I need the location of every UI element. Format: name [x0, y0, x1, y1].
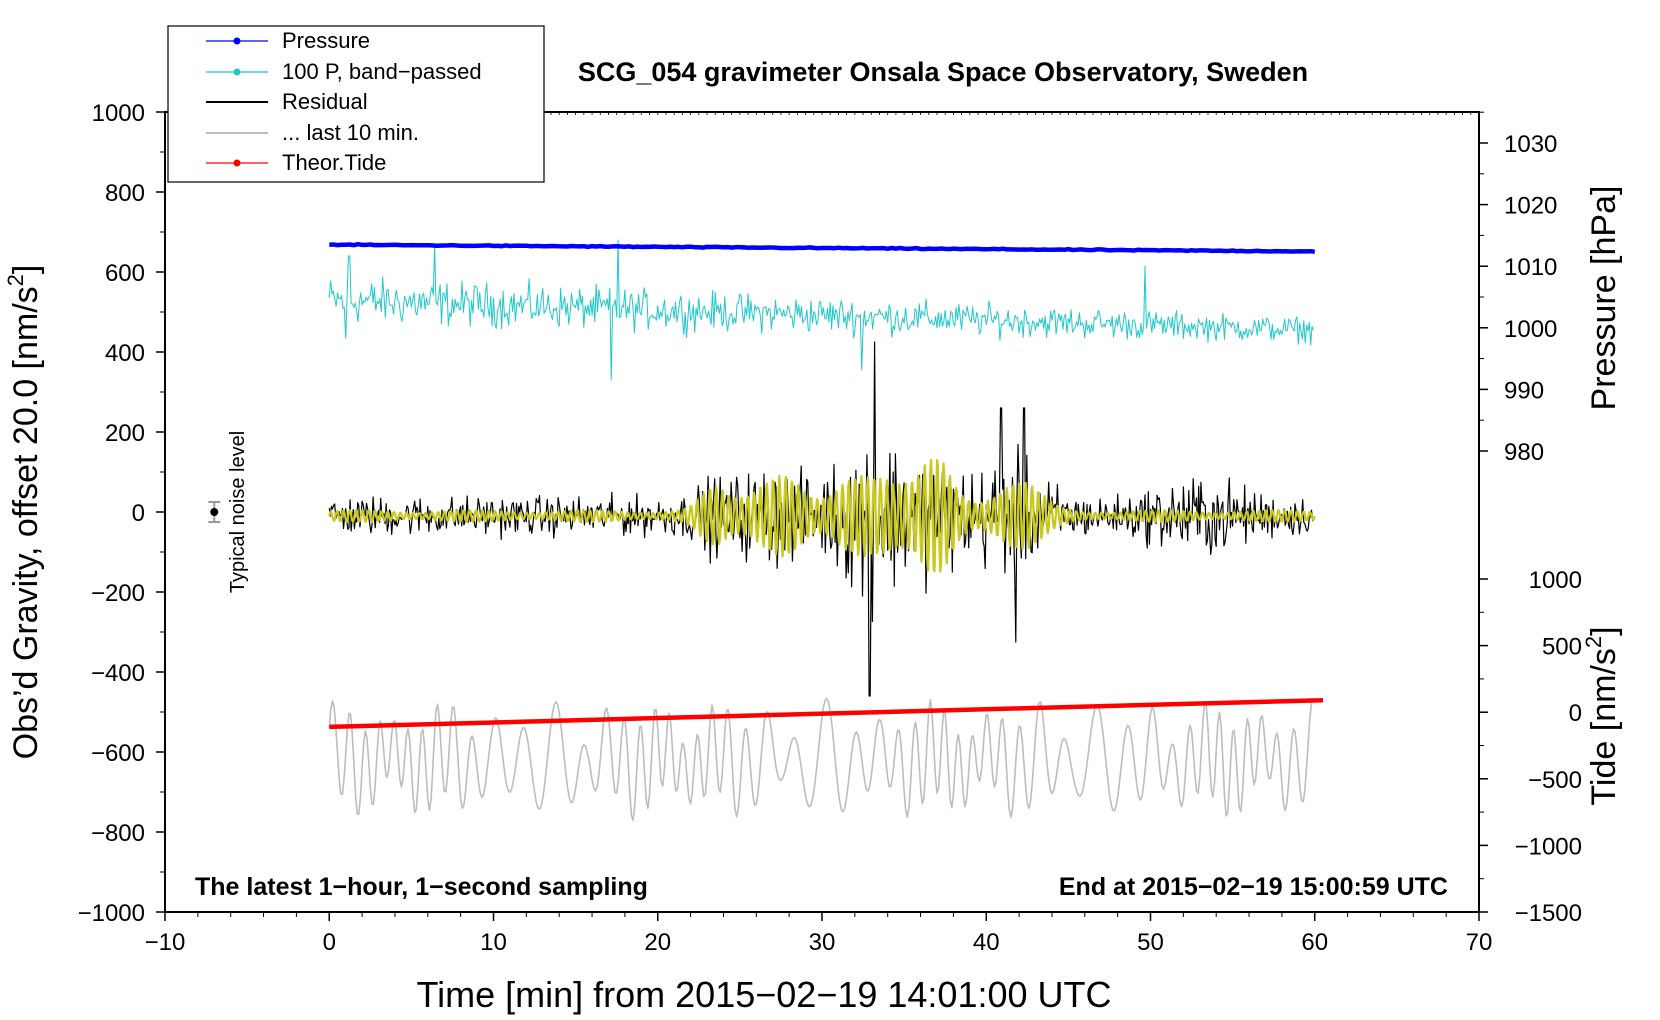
y-tick-label: −1000	[78, 900, 145, 927]
noise-level-label: Typical noise level	[227, 431, 249, 593]
pressure-series	[329, 241, 1316, 255]
x-tick-label: 0	[323, 929, 336, 956]
band-passed-pressure-series	[328, 239, 1314, 381]
x-tick-label: 60	[1301, 929, 1328, 956]
tide-tick-label: −1500	[1515, 900, 1582, 927]
y-axis-label: Obs’d Gravity, offset 20.0 [nm/s2]	[3, 265, 45, 760]
tide-tick-label: 1000	[1529, 567, 1582, 594]
tide-tick-label: −1000	[1515, 833, 1582, 860]
noise-level-marker	[208, 501, 221, 523]
pressure-tick-labels: 1030 1020 1010 1000 990 980	[1504, 131, 1557, 466]
end-time-annotation: End at 2015−02−19 15:00:59 UTC	[1059, 873, 1448, 901]
y-tick-label: 200	[105, 420, 145, 447]
axis-ticks	[156, 111, 1488, 921]
y-axis-label-main: Obs’d Gravity, offset 20.0 [nm/s	[7, 286, 45, 759]
tide-tick-label: −500	[1528, 767, 1582, 794]
y-axis-label-sup: 2	[3, 274, 28, 286]
residual-band-passed-series	[328, 458, 1316, 573]
legend-marker-pressure	[233, 37, 241, 45]
pressure-axis-label: Pressure [hPa]	[1585, 186, 1623, 411]
pressure-tick-label: 980	[1504, 439, 1544, 466]
legend-item-band-passed-pressure: 100 P, band−passed	[206, 59, 482, 84]
noise-point	[210, 508, 219, 516]
y-tick-label: 400	[105, 340, 145, 367]
x-tick-labels: −10 0 10 20 30 40 50 60 70	[145, 929, 1493, 956]
tide-axis-label-sup: 2	[1581, 636, 1606, 648]
tide-tick-labels: 1000 500 0 −500 −1000 −1500	[1515, 567, 1582, 927]
y-tick-labels: 1000 800 600 400 200 0 −200 −400 −600 −800 −1000	[78, 100, 145, 927]
x-tick-label: 40	[973, 929, 1000, 956]
y-tick-label: 1000	[92, 100, 145, 127]
legend-label-pressure: Pressure	[282, 28, 370, 53]
pressure-tick-label: 1000	[1504, 316, 1557, 343]
tide-axis-label-main: Tide [nm/s	[1585, 648, 1623, 805]
tide-axis-label: Tide [nm/s2]	[1581, 626, 1623, 805]
theor-tide-series	[329, 697, 1324, 730]
y-tick-label: −400	[91, 660, 145, 687]
legend-item-theor-tide: Theor.Tide	[206, 150, 386, 175]
tide-tick-label: 500	[1542, 634, 1582, 661]
y-tick-label: −200	[91, 580, 145, 607]
x-tick-label: 20	[644, 929, 671, 956]
y-tick-label: 600	[105, 260, 145, 287]
y-tick-label: −600	[91, 740, 145, 767]
x-tick-label: 10	[480, 929, 507, 956]
legend-marker-band-passed	[233, 68, 241, 76]
legend-item-last-10-min: ... last 10 min.	[206, 120, 419, 145]
series-layer	[328, 239, 1324, 822]
legend-item-residual: Residual	[206, 89, 368, 114]
x-axis-label: Time [min] from 2015−02−19 14:01:00 UTC	[416, 974, 1111, 1015]
tide-tick-label: 0	[1569, 700, 1582, 727]
x-tick-label: 70	[1466, 929, 1493, 956]
legend: Pressure 100 P, band−passed Residual ...…	[167, 25, 545, 183]
tide-axis-label-end: ]	[1585, 626, 1623, 635]
x-tick-label: 30	[809, 929, 836, 956]
x-tick-label: −10	[145, 929, 186, 956]
legend-item-pressure: Pressure	[206, 28, 370, 53]
legend-label-residual: Residual	[282, 89, 368, 114]
legend-label-theor-tide: Theor.Tide	[282, 150, 386, 175]
chart-title: SCG_054 gravimeter Onsala Space Observat…	[578, 57, 1308, 87]
y-tick-label: 800	[105, 180, 145, 207]
legend-label-last-10-min: ... last 10 min.	[282, 120, 419, 145]
legend-marker-theor-tide	[233, 159, 241, 167]
x-tick-label: 50	[1137, 929, 1164, 956]
pressure-tick-label: 1010	[1504, 254, 1557, 281]
y-tick-label: −800	[91, 820, 145, 847]
legend-label-band-passed: 100 P, band−passed	[282, 59, 482, 84]
y-tick-label: 0	[132, 500, 145, 527]
y-axis-label-end: ]	[7, 265, 45, 274]
sampling-annotation: The latest 1−hour, 1−second sampling	[195, 873, 648, 901]
pressure-tick-label: 990	[1504, 377, 1544, 404]
pressure-tick-label: 1030	[1504, 131, 1557, 158]
pressure-tick-label: 1020	[1504, 193, 1557, 220]
legend-box	[167, 25, 545, 183]
